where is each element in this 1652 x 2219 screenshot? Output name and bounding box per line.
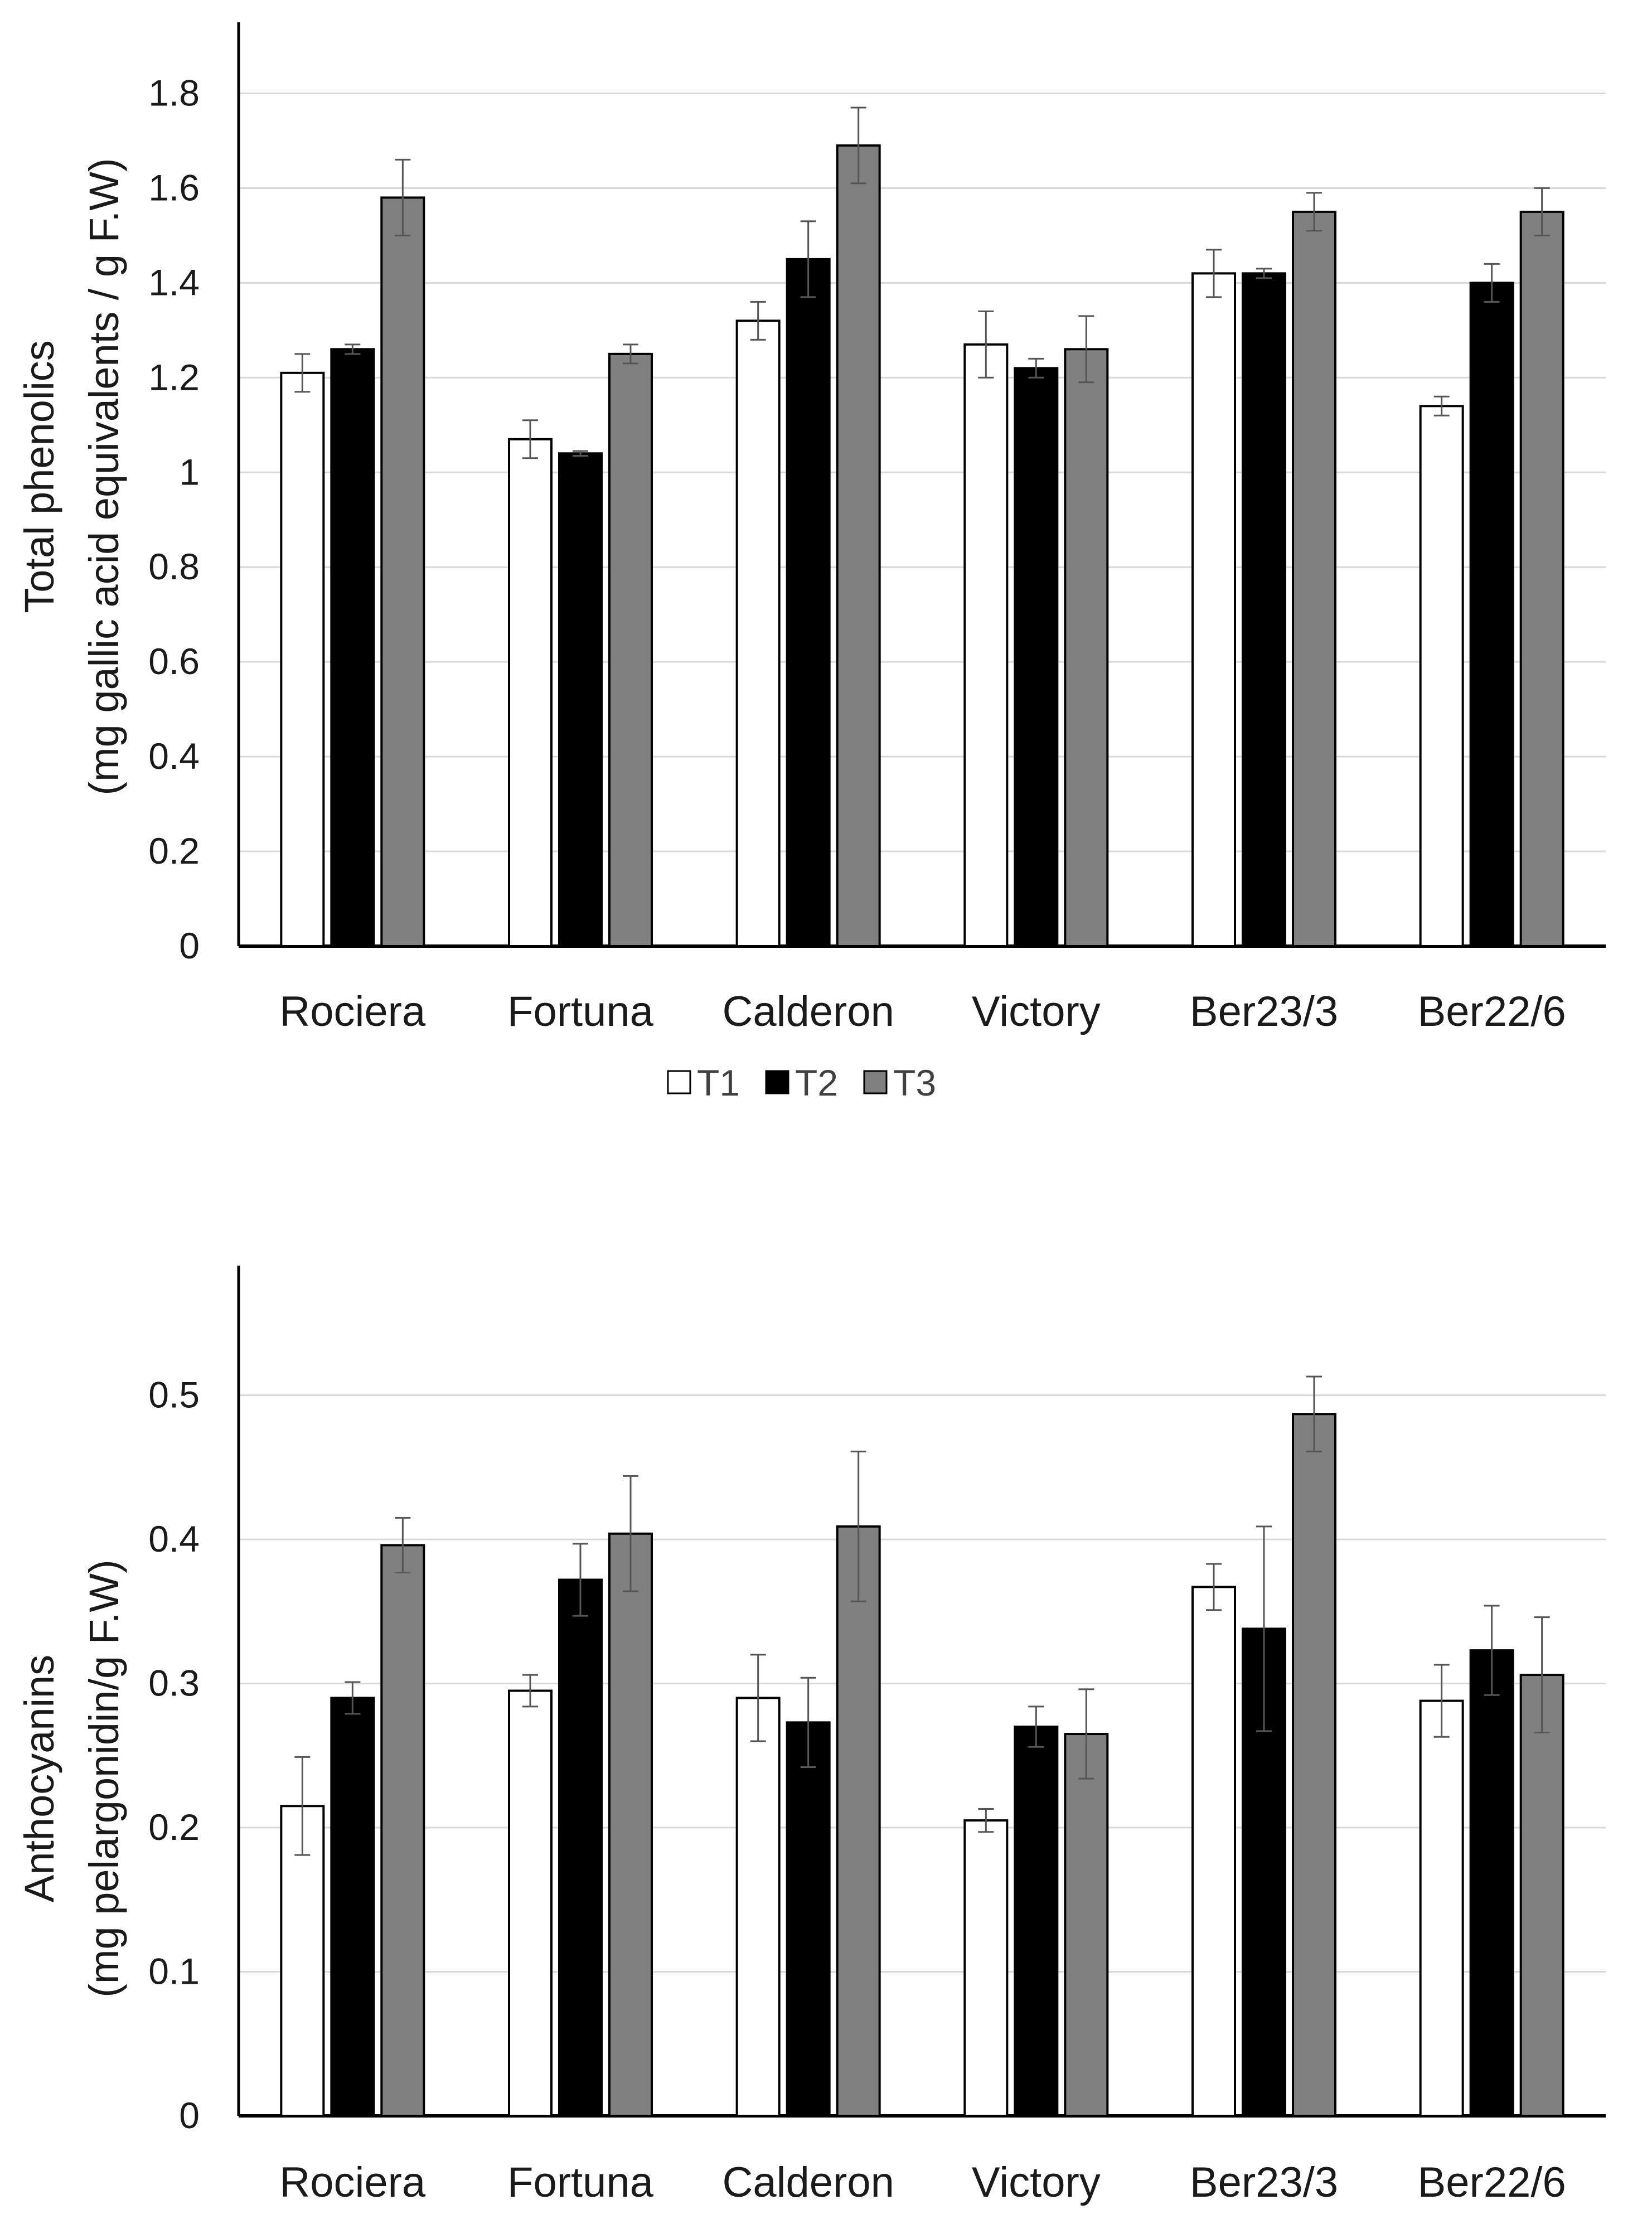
category-label: Calderon <box>722 2159 894 2206</box>
bar-t3 <box>380 1544 425 2117</box>
bar-t3 <box>836 144 881 947</box>
category-label: Ber22/6 <box>1418 988 1566 1035</box>
category-label: Ber23/3 <box>1190 988 1338 1035</box>
bar-t1 <box>1419 1699 1464 2118</box>
bar-t2 <box>558 452 603 947</box>
y-tick-label: 1.4 <box>148 261 200 303</box>
legend-label-t1: T1 <box>697 1062 740 1103</box>
category-label: Fortuna <box>507 2159 654 2206</box>
bar-t2 <box>786 1721 831 2118</box>
y-axis-title: Total phenolics <box>16 340 62 613</box>
bar-t2 <box>330 348 375 947</box>
bar-t3 <box>1519 210 1564 947</box>
legend-swatch-t2 <box>765 1070 789 1094</box>
total-phenolics-chart: 0 0.2 0.4 0.6 0.8 1 1.2 1.4 1.6 1.8 Rociera Fortuna… <box>16 22 1606 1103</box>
bar-t2 <box>786 258 831 947</box>
y-tick-label: 0.8 <box>148 546 200 587</box>
y-tick-label: 1.6 <box>148 167 200 208</box>
y-tick-label: 0.2 <box>148 830 200 871</box>
bar-t1 <box>508 1689 553 2117</box>
y-tick-label: 0 <box>179 925 200 966</box>
bar-t1 <box>508 438 553 947</box>
y-tick-label: 0.4 <box>148 735 200 777</box>
category-label: Ber23/3 <box>1190 2159 1338 2206</box>
y-tick-label: 0.4 <box>148 1518 200 1559</box>
bar-t1 <box>280 1805 325 2117</box>
y-tick-label: 1 <box>179 451 200 492</box>
legend-label-t3: T3 <box>893 1062 936 1103</box>
y-tick-label: 1.8 <box>148 72 200 113</box>
y-axis-subtitle: (mg pelargonidin/g F.W) <box>81 1559 127 1998</box>
category-label: Rociera <box>279 988 426 1035</box>
y-axis-subtitle: (mg gallic acid equivalents / g F.W) <box>81 158 127 795</box>
category-label: Victory <box>972 988 1101 1035</box>
bar-t3 <box>1064 348 1109 947</box>
bar-t1 <box>735 1697 781 2118</box>
y-tick-label: 0.2 <box>148 1806 200 1848</box>
y-tick-label: 0.3 <box>148 1663 200 1704</box>
bar-t1 <box>963 343 1009 947</box>
bar-t1 <box>1191 1586 1236 2117</box>
category-label: Rociera <box>279 2159 426 2206</box>
bar-t1 <box>280 371 325 947</box>
bar-t2 <box>1469 1649 1514 2118</box>
bar-t3 <box>1519 1674 1564 2118</box>
category-label: Fortuna <box>507 988 654 1035</box>
y-tick-label: 0.6 <box>148 641 200 682</box>
bar-t3 <box>608 1532 653 2117</box>
category-label: Calderon <box>722 988 894 1035</box>
bar-t2 <box>558 1578 603 2118</box>
legend: T1 T2 T3 <box>667 1062 936 1103</box>
bar-t2 <box>1014 367 1059 947</box>
bar-t3 <box>1292 210 1336 947</box>
legend-swatch-t3 <box>863 1070 888 1094</box>
bar-t2 <box>1014 1726 1059 2117</box>
bar-t3 <box>608 352 653 947</box>
bar-t3 <box>836 1525 881 2117</box>
bar-t3 <box>380 196 425 947</box>
bar-t2 <box>1242 272 1286 947</box>
bar-t1 <box>1419 405 1464 947</box>
anthocyanins-chart: 0 0.1 0.2 0.3 0.4 0.5 Rociera Fortuna Calderon Vi… <box>16 1266 1606 2206</box>
y-axis-title: Anthocyanins <box>16 1655 62 1902</box>
category-label: Victory <box>972 2159 1101 2206</box>
bar-t2 <box>330 1697 375 2118</box>
category-label: Ber22/6 <box>1418 2159 1566 2206</box>
y-tick-label: 0.5 <box>148 1374 200 1416</box>
bar-t1 <box>735 319 781 947</box>
legend-swatch-t1 <box>667 1070 691 1094</box>
y-tick-label: 0 <box>179 2095 200 2136</box>
legend-label-t2: T2 <box>795 1062 838 1103</box>
bar-t1 <box>1191 272 1236 947</box>
bar-t3 <box>1064 1733 1109 2118</box>
y-tick-label: 0.1 <box>148 1951 200 1992</box>
y-tick-label: 1.2 <box>148 356 200 398</box>
bar-t3 <box>1292 1413 1336 2117</box>
bar-t2 <box>1469 282 1514 947</box>
bar-t1 <box>963 1819 1009 2118</box>
